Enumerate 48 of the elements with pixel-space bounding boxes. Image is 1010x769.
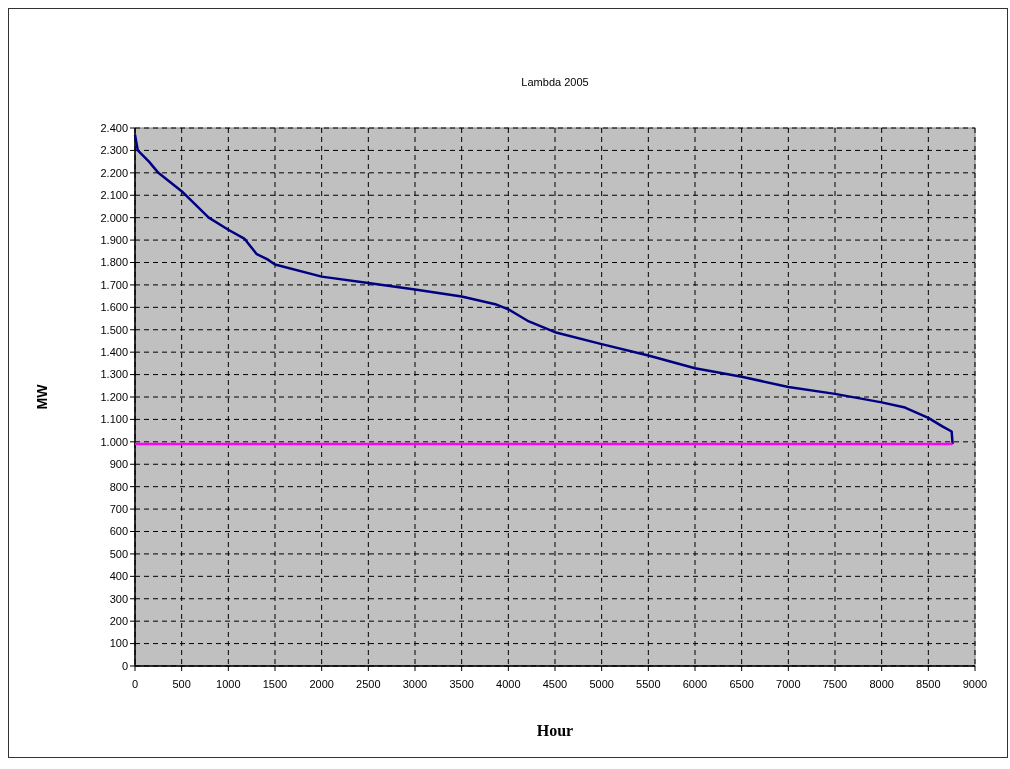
y-tick-label: 1.400 [100,346,128,359]
y-tick-label: 1.800 [100,256,128,269]
x-tick-label: 9000 [962,678,988,690]
y-tick-label: 2.100 [100,189,128,202]
y-tick-label: 2.000 [100,211,128,224]
y-tick-label: 1.900 [100,233,128,246]
chart-title: Lambda 2005 [521,76,589,88]
y-tick-label: 800 [109,480,128,493]
x-tick-label: 5500 [636,678,661,690]
y-tick-label: 500 [109,547,128,560]
y-tick-label: 1.100 [100,413,128,426]
y-tick-label: 1.600 [100,301,128,314]
x-tick-label: 1500 [262,678,288,690]
y-tick-label: 2.300 [100,144,128,157]
x-tick-label: 7000 [776,678,801,690]
x-tick-label: 5000 [589,678,614,690]
y-tick-label: 2.200 [100,166,128,179]
y-tick-label: 0 [121,659,128,672]
x-tick-label: 3500 [449,678,474,690]
x-tick-label: 0 [131,678,139,690]
x-tick-label: 1000 [216,678,241,690]
y-tick-label: 600 [109,525,128,538]
y-tick-label: 900 [109,458,128,471]
x-tick-label: 8500 [916,678,941,690]
y-tick-label: 1.200 [100,390,128,403]
y-tick-label: 400 [109,570,128,583]
y-tick-label: 700 [109,502,128,515]
y-tick-label: 1.700 [100,278,128,291]
x-tick-label: 6000 [682,678,708,690]
y-tick-label: 1.000 [100,435,128,448]
x-tick-label: 3000 [402,678,428,690]
y-tick-label: 100 [109,637,128,650]
x-tick-label: 4500 [542,678,568,690]
y-tick-label: 300 [109,592,128,605]
y-tick-label: 1.500 [100,323,128,336]
x-tick-label: 6500 [729,678,754,690]
y-tick-label: 1.300 [100,368,128,381]
x-tick-label: 7500 [822,678,848,690]
x-tick-label: 4000 [496,678,521,690]
x-tick-label: 2500 [356,678,381,690]
x-tick-label: 500 [172,678,191,690]
x-axis-title: Hour [536,722,574,739]
y-tick-label: 200 [109,615,128,628]
y-axis-title: MW [34,383,50,410]
y-tick-label: 2.400 [100,121,128,134]
line-series [133,133,954,446]
x-tick-label: 2000 [309,678,334,690]
x-tick-label: 8000 [869,678,894,690]
